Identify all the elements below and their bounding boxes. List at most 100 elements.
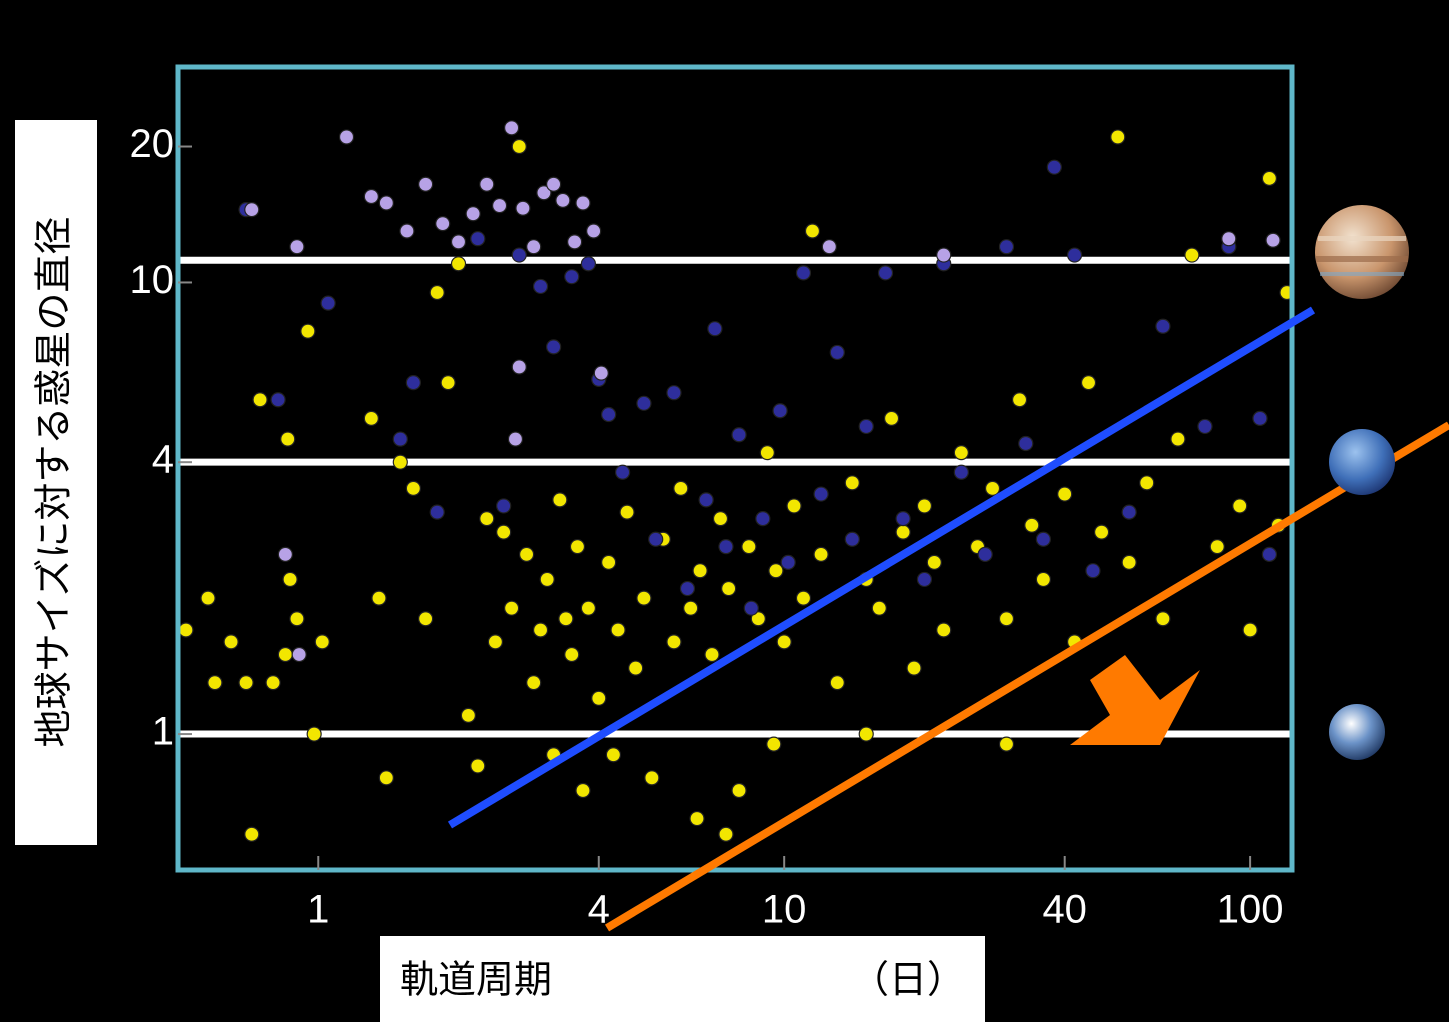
data-point bbox=[252, 392, 268, 408]
data-point bbox=[532, 278, 549, 295]
y-tick-label: 20 bbox=[130, 122, 175, 166]
data-point bbox=[546, 339, 562, 355]
data-point bbox=[487, 634, 504, 650]
data-point bbox=[692, 563, 708, 579]
data-point bbox=[504, 120, 520, 136]
data-point bbox=[289, 611, 305, 627]
data-point bbox=[906, 660, 922, 676]
data-point bbox=[610, 622, 626, 638]
data-point bbox=[755, 510, 771, 527]
data-point bbox=[759, 445, 775, 461]
data-point bbox=[440, 375, 456, 391]
x-tick-label: 4 bbox=[588, 888, 610, 932]
data-point bbox=[546, 176, 562, 192]
data-point bbox=[418, 176, 434, 192]
data-point bbox=[591, 690, 607, 706]
data-point bbox=[689, 810, 705, 827]
data-point bbox=[1221, 231, 1237, 247]
data-point bbox=[813, 546, 829, 562]
data-point bbox=[306, 726, 322, 742]
data-point bbox=[619, 504, 635, 520]
data-point bbox=[526, 239, 542, 255]
data-point bbox=[200, 590, 216, 606]
data-point bbox=[795, 265, 812, 281]
data-point bbox=[519, 546, 535, 562]
data-point bbox=[363, 188, 379, 205]
earth-icon bbox=[1329, 704, 1385, 760]
data-point bbox=[238, 675, 254, 691]
data-point bbox=[644, 770, 660, 786]
data-point bbox=[1035, 531, 1051, 547]
data-point bbox=[1209, 539, 1225, 555]
data-point bbox=[363, 410, 379, 427]
data-point bbox=[877, 265, 894, 281]
data-point bbox=[648, 531, 664, 547]
data-point bbox=[601, 554, 617, 570]
data-point bbox=[558, 611, 574, 627]
data-point bbox=[270, 392, 286, 408]
data-point bbox=[936, 247, 952, 263]
data-point bbox=[804, 223, 821, 239]
y-tick-label: 10 bbox=[130, 258, 175, 302]
data-point bbox=[511, 138, 527, 155]
data-point bbox=[786, 498, 802, 514]
data-point bbox=[1093, 524, 1110, 540]
data-point bbox=[916, 571, 933, 588]
data-point bbox=[378, 195, 394, 211]
data-point bbox=[515, 200, 531, 216]
data-point bbox=[392, 454, 408, 470]
data-point bbox=[405, 375, 421, 391]
data-point bbox=[858, 726, 874, 742]
data-point bbox=[511, 359, 527, 375]
data-point bbox=[223, 634, 239, 650]
data-point bbox=[1155, 611, 1171, 627]
data-point bbox=[601, 406, 617, 423]
data-point bbox=[244, 201, 260, 218]
data-point bbox=[291, 646, 307, 663]
data-point bbox=[750, 611, 766, 627]
data-point bbox=[772, 403, 788, 419]
blue-trend-line bbox=[447, 306, 1316, 829]
data-point bbox=[636, 395, 652, 411]
data-point bbox=[953, 464, 969, 480]
data-point bbox=[178, 622, 194, 638]
data-point bbox=[1170, 431, 1186, 447]
frame-group: 1 4 10 20 1 4 10 40 100 bbox=[130, 64, 1295, 932]
data-point bbox=[766, 736, 782, 752]
data-point bbox=[580, 600, 596, 616]
data-point bbox=[731, 782, 747, 799]
data-point bbox=[371, 590, 387, 606]
data-point bbox=[916, 498, 933, 514]
data-point bbox=[1035, 571, 1051, 588]
data-point bbox=[1066, 247, 1083, 263]
data-point bbox=[666, 385, 682, 401]
data-point bbox=[829, 344, 845, 361]
data-point bbox=[998, 611, 1015, 627]
data-point bbox=[532, 622, 549, 638]
data-point bbox=[895, 524, 911, 540]
data-point bbox=[1018, 435, 1034, 452]
data-point bbox=[564, 269, 580, 285]
x-label-box bbox=[380, 936, 985, 1022]
data-point bbox=[580, 256, 596, 272]
data-point bbox=[953, 445, 969, 461]
data-point bbox=[289, 239, 305, 255]
data-point bbox=[418, 611, 434, 627]
data-point bbox=[265, 675, 281, 691]
data-point bbox=[813, 486, 829, 502]
data-point bbox=[718, 539, 734, 555]
data-point bbox=[1046, 159, 1062, 175]
data-point bbox=[1024, 517, 1040, 533]
data-point bbox=[926, 554, 942, 570]
data-point bbox=[564, 646, 580, 663]
data-point bbox=[320, 295, 336, 311]
plot-area bbox=[178, 120, 1295, 842]
data-point bbox=[593, 365, 609, 381]
data-point bbox=[511, 247, 527, 263]
data-point bbox=[1085, 563, 1101, 579]
data-point bbox=[895, 510, 911, 527]
data-point bbox=[435, 216, 451, 232]
data-point bbox=[277, 546, 293, 562]
